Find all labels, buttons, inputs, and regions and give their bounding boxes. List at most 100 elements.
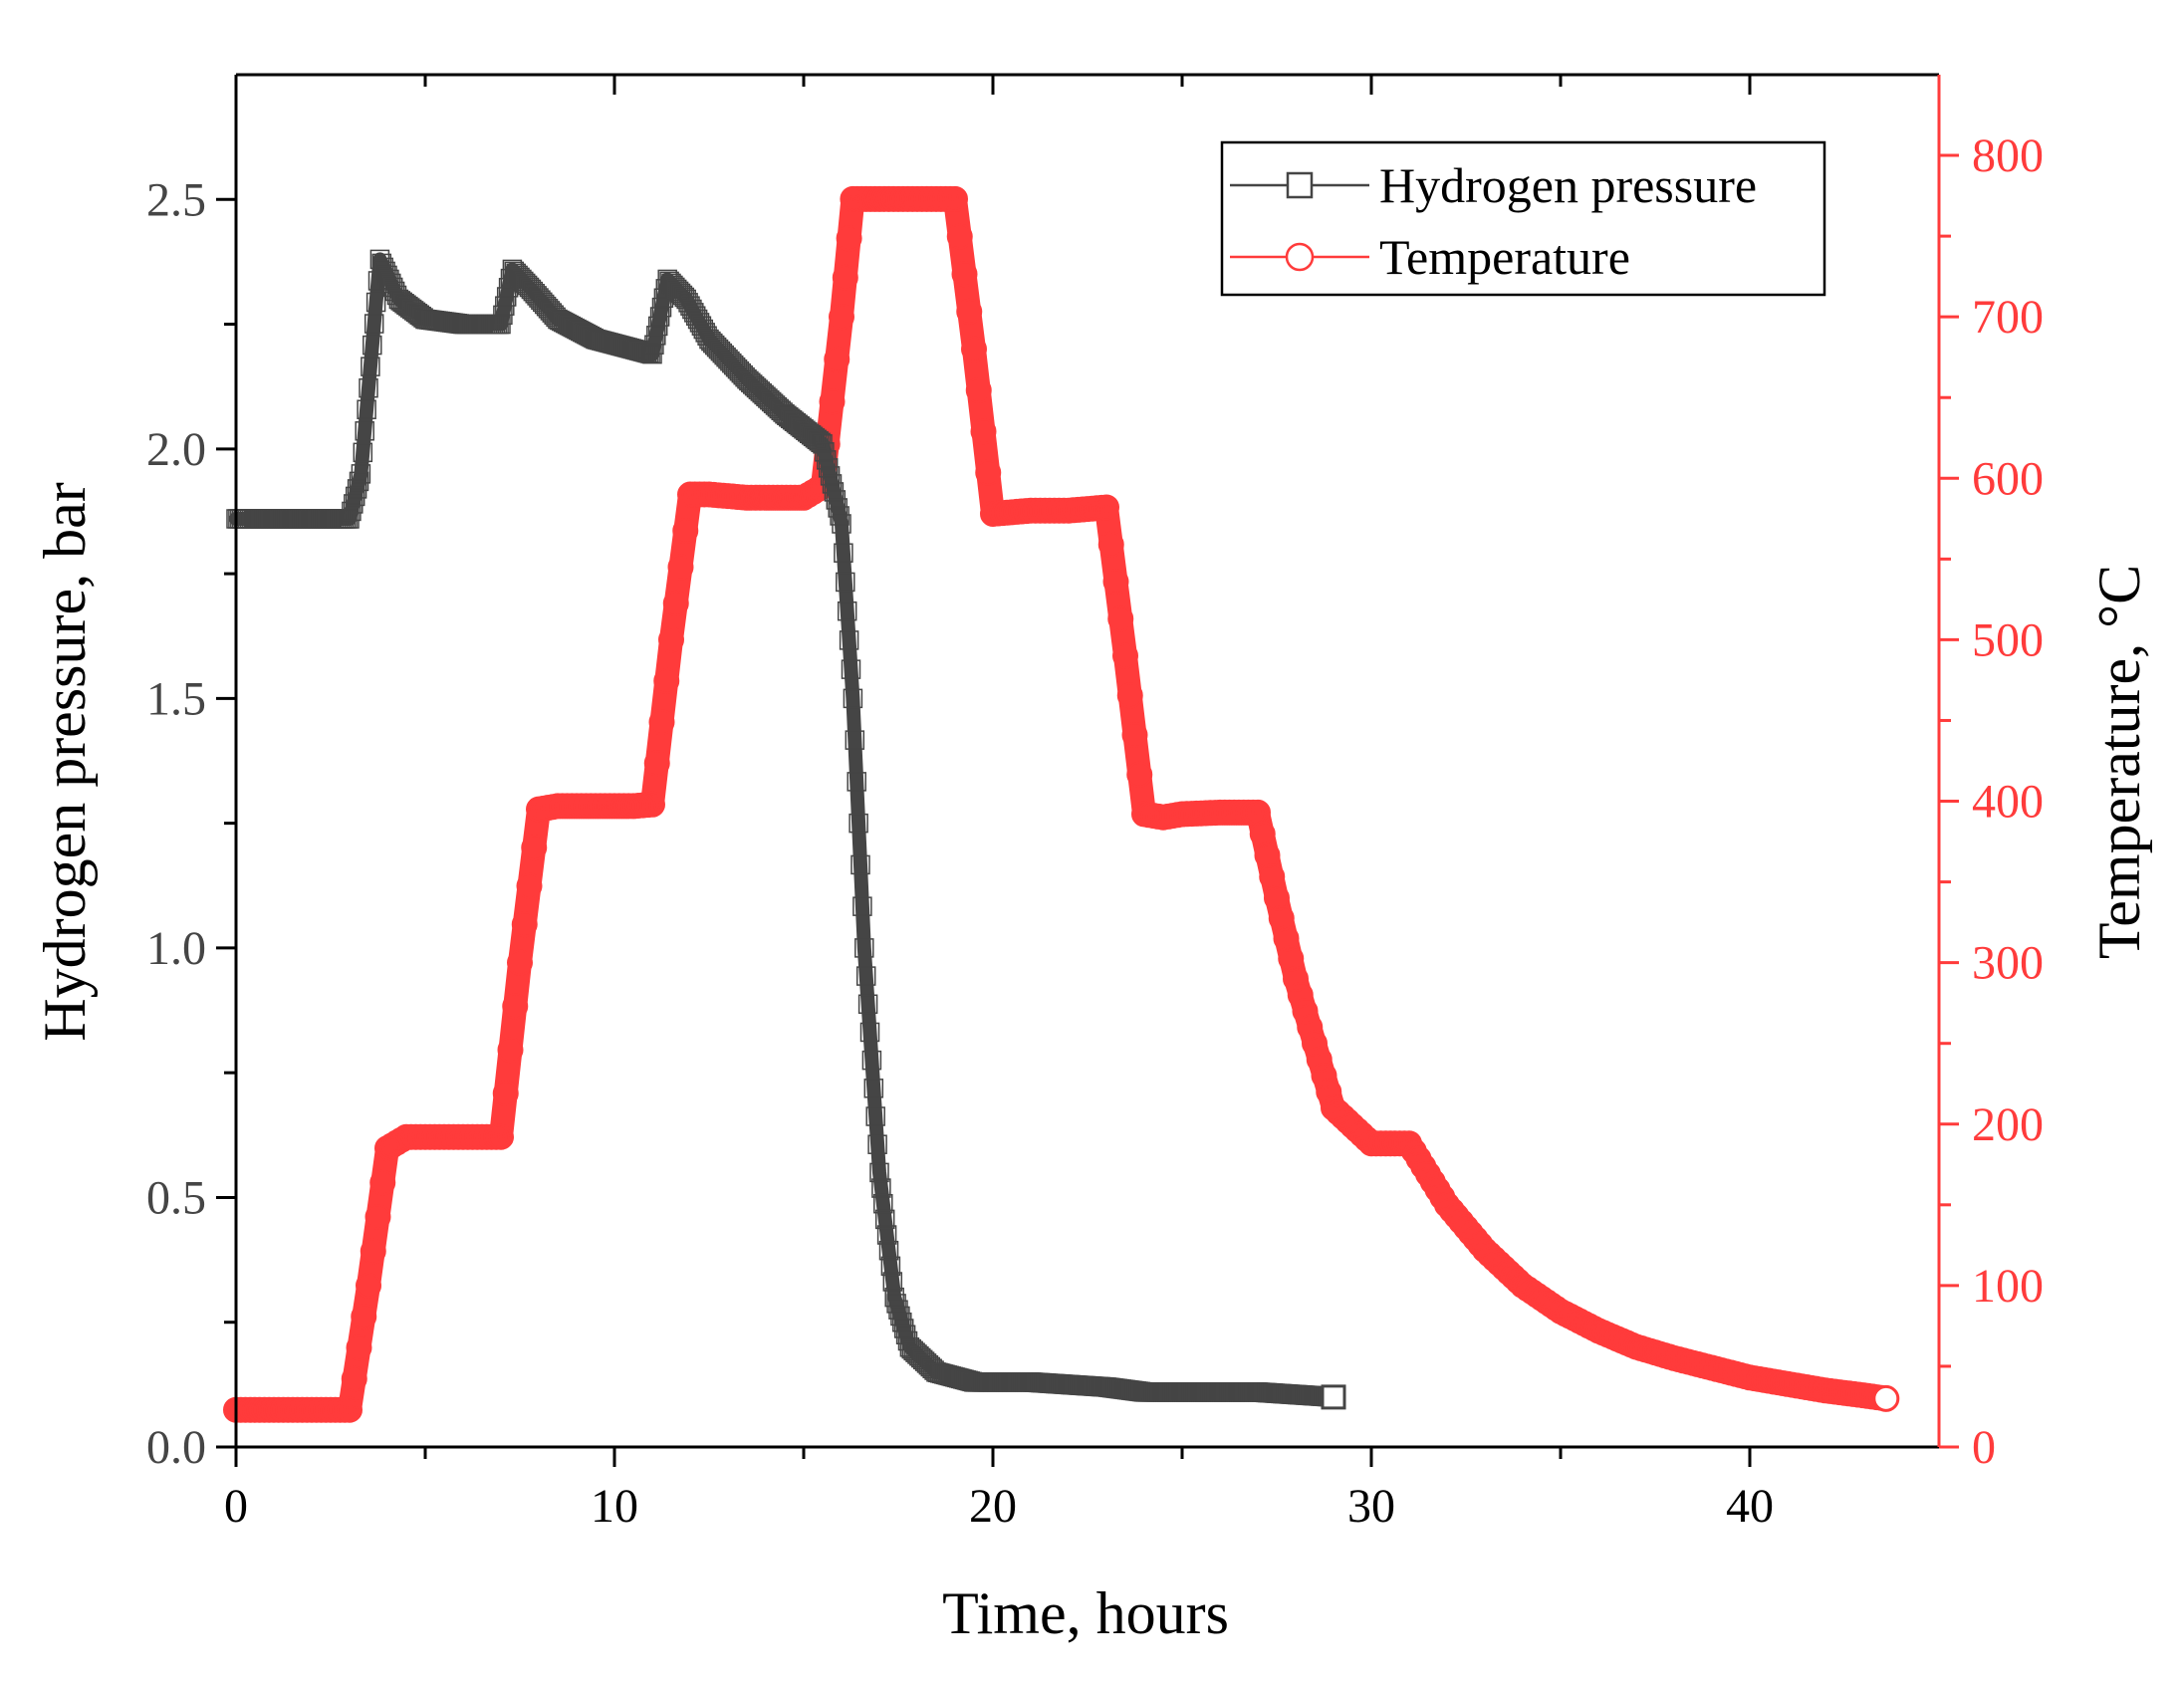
y-axis-right-title: Temperature, °C — [2086, 565, 2152, 959]
x-tick-label: 30 — [1347, 1480, 1395, 1533]
temperature-point — [1472, 1237, 1498, 1264]
pressure-point — [828, 498, 848, 518]
pressure-point — [874, 1209, 895, 1230]
temperature-point — [1519, 1279, 1546, 1306]
temperature-point — [1292, 998, 1319, 1025]
temperature-point — [1121, 722, 1148, 749]
pressure-point — [886, 1294, 906, 1314]
pressure-point — [377, 265, 397, 286]
pressure-point — [859, 1022, 880, 1043]
pressure-point — [809, 431, 829, 451]
y-left-tick-label: 1.5 — [146, 672, 206, 725]
temperature-point — [1107, 605, 1134, 632]
pressure-point — [361, 357, 380, 376]
pressure-point — [351, 464, 371, 484]
pressure-series — [226, 249, 1346, 1410]
temperature-point — [351, 1304, 377, 1330]
pressure-point — [347, 479, 367, 499]
temperature-point — [643, 750, 670, 777]
pressure-point — [855, 966, 876, 986]
temperature-point — [819, 388, 846, 415]
pressure-point — [818, 458, 839, 478]
x-tick-label: 0 — [224, 1480, 248, 1533]
pressure-point — [820, 466, 841, 486]
pressure-point — [876, 1225, 897, 1245]
temperature-point — [951, 261, 978, 288]
temperature-point — [488, 1123, 514, 1150]
y-right-tick-label: 300 — [1972, 937, 2044, 990]
temperature-point — [1297, 1014, 1324, 1041]
pressure-point — [813, 434, 833, 454]
temperature-point — [1335, 1107, 1361, 1134]
temperature-point — [1254, 842, 1281, 868]
temperature-point — [346, 1334, 372, 1361]
pressure-point — [873, 1193, 893, 1214]
axes-frame — [234, 73, 1941, 1449]
temperature-end-point — [1872, 1384, 1900, 1412]
temperature-point — [337, 1396, 363, 1423]
y-right-tick-label: 200 — [1972, 1098, 2044, 1151]
temperature-point — [1529, 1285, 1555, 1312]
pressure-point — [878, 1240, 899, 1261]
pressure-point — [834, 543, 853, 563]
pressure-point — [854, 938, 874, 958]
pressure-point — [824, 482, 845, 502]
temperature-point — [1514, 1276, 1541, 1303]
temperature-point — [492, 1080, 519, 1106]
temperature-point — [658, 626, 684, 653]
pressure-point — [369, 249, 390, 270]
temperature-point — [1278, 945, 1305, 972]
pressure-point — [363, 335, 382, 356]
pressure-point — [882, 1272, 903, 1292]
temperature-point — [1249, 821, 1276, 847]
pressure-point — [871, 1178, 891, 1198]
legend-pressure-label: Hydrogen pressure — [1379, 157, 1757, 213]
series-layer — [223, 185, 1900, 1423]
temperature-point — [369, 1169, 396, 1196]
temperature-point — [1491, 1255, 1517, 1282]
temperature-point — [1533, 1289, 1560, 1316]
temperature-point — [1495, 1259, 1522, 1286]
y-left-tick-label: 0.5 — [146, 1171, 206, 1224]
pressure-point — [349, 471, 369, 492]
temperature-point — [970, 418, 997, 445]
temperature-point — [516, 872, 543, 899]
pressure-point — [869, 1162, 889, 1183]
tick-layer: 0 10 20 30 40 0.0 0.5 1.0 1.5 2.0 2.5 0 100 200 300 400… — [146, 75, 2044, 1533]
temperature-point — [1339, 1112, 1365, 1139]
x-tick-label: 10 — [591, 1480, 638, 1533]
pressure-point — [841, 659, 861, 679]
temperature-point — [1112, 642, 1138, 669]
pressure-point — [852, 896, 872, 916]
temperature-point — [1330, 1103, 1356, 1130]
temperature-point — [1097, 531, 1124, 558]
temperature-point — [364, 1203, 391, 1230]
pressure-point — [861, 1050, 882, 1071]
pressure-point — [893, 1319, 914, 1338]
pressure-point — [832, 514, 851, 534]
temperature-point — [946, 223, 973, 250]
temperature-point — [672, 517, 699, 544]
pressure-point — [837, 601, 857, 621]
temperature-point — [1273, 925, 1300, 952]
pressure-point — [890, 1306, 910, 1326]
temperature-point — [1396, 1130, 1422, 1157]
pressure-point — [839, 630, 859, 650]
temperature-point — [1410, 1153, 1437, 1180]
temperature-point — [1429, 1184, 1456, 1211]
temperature-point — [1419, 1168, 1446, 1195]
pressure-end-point — [1321, 1384, 1346, 1410]
temperature-point — [1325, 1099, 1351, 1126]
temperature-point — [975, 459, 1002, 486]
pressure-point — [355, 421, 374, 441]
pressure-point — [344, 494, 364, 514]
y-right-tick-label: 800 — [1972, 129, 2044, 182]
y-right-tick-label: 500 — [1972, 613, 2044, 666]
temperature-point — [1116, 682, 1143, 709]
pressure-point — [892, 1312, 912, 1332]
pressure-point — [884, 1287, 904, 1308]
temperature-point — [1311, 1063, 1337, 1089]
pressure-point — [826, 490, 847, 510]
temperature-point — [1481, 1246, 1508, 1273]
